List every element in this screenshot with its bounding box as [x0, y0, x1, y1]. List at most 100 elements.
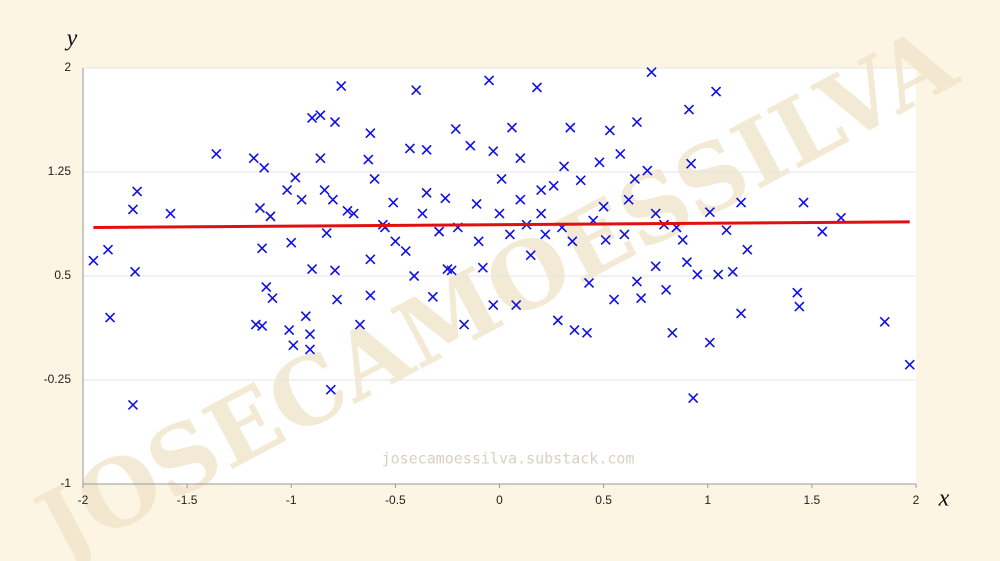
point [288, 340, 299, 351]
point-stroke [105, 312, 116, 323]
point-stroke [742, 244, 753, 255]
point-stroke [581, 327, 593, 338]
point-stroke [646, 67, 657, 78]
x-tick-label: 0 [496, 493, 503, 507]
point-stroke [594, 157, 605, 168]
point-stroke [531, 82, 543, 93]
point [257, 320, 268, 331]
point-stroke [583, 277, 595, 288]
point-stroke [265, 211, 276, 222]
point [342, 205, 353, 216]
point-stroke [494, 208, 505, 219]
point-stroke [327, 194, 338, 205]
x-tick-label: -1.5 [177, 493, 198, 507]
point-stroke [450, 123, 461, 135]
point [629, 173, 640, 184]
point [904, 359, 915, 370]
point [88, 255, 99, 266]
point [558, 161, 570, 172]
point [365, 290, 376, 301]
point [442, 264, 453, 275]
point [742, 244, 753, 255]
point-stroke [661, 284, 672, 295]
point-stroke [904, 359, 915, 370]
point [484, 75, 495, 86]
point-stroke [604, 125, 615, 136]
point-stroke [511, 300, 522, 311]
point [792, 287, 803, 298]
point-stroke [127, 204, 139, 215]
point-stroke [286, 237, 297, 248]
point [388, 197, 399, 208]
point [459, 319, 470, 330]
point [681, 257, 692, 268]
point [348, 208, 359, 219]
point-stroke [688, 392, 699, 404]
point-stroke [365, 254, 376, 265]
point-stroke [879, 316, 890, 327]
point [667, 327, 678, 338]
point [165, 208, 176, 219]
point [434, 226, 445, 237]
point-stroke [211, 148, 222, 160]
point [631, 117, 643, 128]
point-stroke [421, 187, 432, 198]
y-tick-label: -1 [60, 476, 71, 490]
fit-line [93, 220, 910, 229]
point [300, 311, 311, 322]
point-stroke [127, 399, 139, 411]
point-stroke [315, 153, 326, 164]
point [417, 208, 428, 219]
point [619, 229, 630, 240]
point-stroke [404, 143, 416, 154]
point [132, 186, 143, 197]
point [257, 243, 268, 254]
point [721, 225, 732, 236]
point-stroke [567, 236, 578, 247]
point-stroke [704, 337, 715, 348]
point [102, 244, 114, 255]
point [496, 173, 507, 184]
point [304, 344, 316, 355]
point-stroke [284, 325, 295, 336]
point-stroke [342, 205, 353, 216]
point-stroke [329, 265, 341, 276]
point [604, 125, 615, 136]
x-tick-label: -2 [78, 493, 89, 507]
point-stroke [307, 112, 318, 123]
point-stroke [650, 208, 661, 219]
point [692, 269, 703, 280]
x-tick-label: -0.5 [385, 493, 406, 507]
point-stroke [835, 212, 847, 223]
point [471, 198, 482, 209]
point-stroke [129, 266, 141, 277]
point-stroke [296, 194, 307, 205]
point-stroke [713, 269, 724, 280]
y-tick-label: 1.25 [48, 164, 72, 178]
point [736, 308, 747, 319]
point [494, 208, 505, 219]
point [267, 293, 278, 304]
point-stroke [792, 287, 803, 298]
point [623, 194, 634, 205]
point-stroke [677, 234, 688, 246]
point-stroke [636, 293, 647, 304]
x-tick-label: 1 [704, 493, 711, 507]
point [325, 384, 336, 395]
point [390, 236, 401, 247]
point-stroke [261, 282, 272, 293]
point [531, 82, 543, 93]
point [615, 148, 626, 160]
point [636, 293, 647, 304]
point-stroke [248, 153, 259, 164]
point-stroke [304, 329, 316, 340]
point [319, 184, 330, 196]
point-stroke [704, 207, 715, 218]
point-stroke [496, 173, 507, 184]
point [282, 184, 293, 196]
point-stroke [459, 319, 470, 330]
point [540, 229, 551, 240]
point-stroke [600, 234, 611, 246]
point [105, 312, 116, 323]
